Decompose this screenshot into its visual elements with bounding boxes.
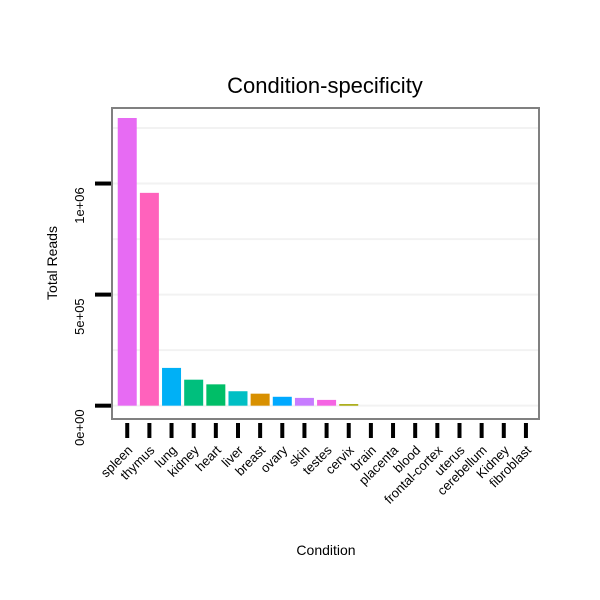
- x-axis-label: Condition: [296, 542, 355, 558]
- bars: [117, 117, 359, 406]
- y-tick-label: 0e+00: [72, 409, 87, 446]
- chart-title: Condition-specificity: [227, 73, 423, 98]
- y-tick-label: 5e+05: [72, 298, 87, 335]
- bar-ovary: [272, 396, 292, 406]
- bar-kidney: [184, 379, 204, 406]
- grid-lines: [112, 126, 539, 407]
- plot-panel-border: [111, 107, 540, 420]
- bar-thymus: [139, 192, 159, 406]
- x-axis: spleenthymuslungkidneyheartliverbreastov…: [98, 423, 534, 507]
- bar-lung: [162, 367, 182, 406]
- bar-skin: [294, 397, 314, 406]
- bar-heart: [206, 384, 226, 406]
- bar-testes: [317, 399, 337, 406]
- bar-cervix: [339, 404, 359, 406]
- y-axis-label: Total Reads: [44, 226, 60, 300]
- bar-liver: [228, 391, 248, 406]
- bar-breast: [250, 393, 270, 406]
- y-axis: 0e+00 5e+05 1e+06: [72, 181, 111, 446]
- bar-spleen: [117, 117, 137, 406]
- y-tick-label: 1e+06: [72, 187, 87, 224]
